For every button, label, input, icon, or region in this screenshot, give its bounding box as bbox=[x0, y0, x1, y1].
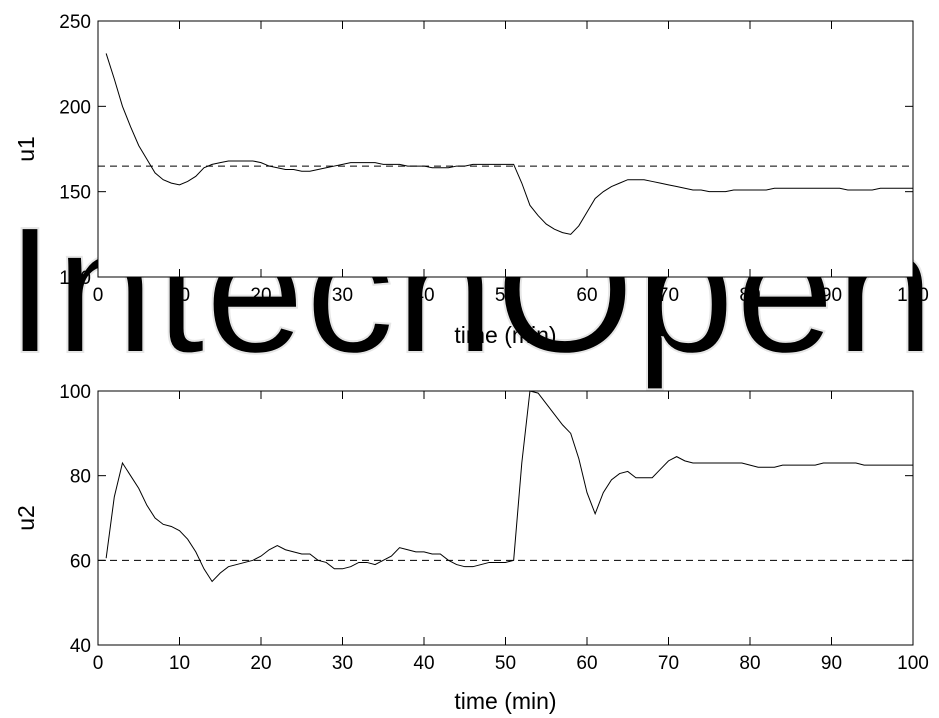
y-tick-label: 100 bbox=[59, 382, 91, 403]
x-tick-label: 40 bbox=[413, 285, 434, 306]
plot-u1: 0 10 20 30 40 50 60 70 80 90 100 100 150 200 250 time (… bbox=[13, 12, 929, 348]
plot-u2: 0 10 20 30 40 50 60 70 80 90 100 40 60 80 100 time (min… bbox=[13, 382, 929, 714]
x-tick-label: 20 bbox=[250, 653, 271, 674]
y-axis-label: u1 bbox=[13, 136, 39, 162]
x-tick-label: 100 bbox=[897, 653, 929, 674]
series-line bbox=[105, 53, 913, 235]
x-tick-label: 90 bbox=[821, 653, 842, 674]
y-tick-label: 150 bbox=[59, 183, 91, 204]
x-tick-label: 20 bbox=[250, 285, 271, 306]
x-tick-label: 0 bbox=[93, 285, 104, 306]
x-axis-label: time (min) bbox=[454, 688, 556, 714]
y-axis-label: u2 bbox=[13, 505, 39, 531]
x-tick-label: 30 bbox=[332, 285, 353, 306]
x-tick-label: 10 bbox=[169, 285, 190, 306]
y-tick-label: 250 bbox=[59, 12, 91, 33]
x-tick-label: 100 bbox=[897, 285, 929, 306]
x-tick-label: 0 bbox=[93, 653, 104, 674]
y-tick-label: 200 bbox=[59, 97, 91, 118]
x-tick-label: 40 bbox=[413, 653, 434, 674]
x-tick-label: 30 bbox=[332, 653, 353, 674]
x-tick-label: 80 bbox=[739, 285, 760, 306]
axes-box bbox=[97, 20, 914, 278]
x-tick-label: 90 bbox=[821, 285, 842, 306]
y-tick-label: 40 bbox=[70, 636, 91, 657]
x-tick-label: 70 bbox=[658, 285, 679, 306]
x-tick-label: 80 bbox=[739, 653, 760, 674]
x-tick-label: 60 bbox=[576, 653, 597, 674]
x-tick-label: 70 bbox=[658, 653, 679, 674]
series-line bbox=[105, 390, 913, 583]
y-tick-label: 80 bbox=[70, 467, 91, 488]
y-tick-label: 100 bbox=[59, 268, 91, 289]
x-tick-label: 50 bbox=[495, 285, 516, 306]
y-tick-label: 60 bbox=[70, 551, 91, 572]
x-tick-label: 60 bbox=[576, 285, 597, 306]
x-tick-label: 10 bbox=[169, 653, 190, 674]
axes-box bbox=[97, 390, 914, 646]
x-axis-label: time (min) bbox=[454, 322, 556, 348]
x-tick-label: 50 bbox=[495, 653, 516, 674]
